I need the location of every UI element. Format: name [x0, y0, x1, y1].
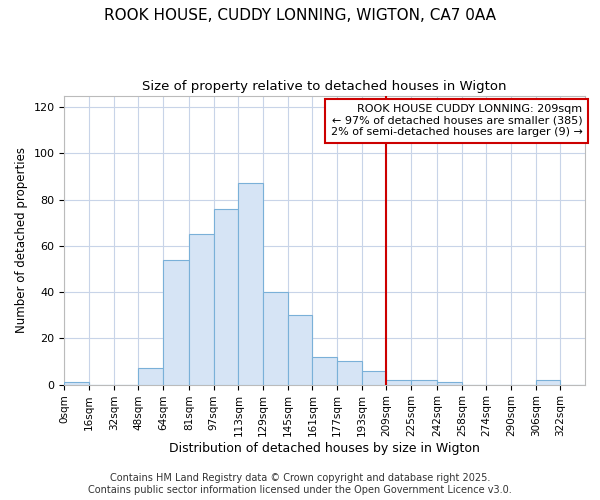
Bar	[411, 380, 437, 384]
Bar	[263, 292, 288, 384]
Text: Contains HM Land Registry data © Crown copyright and database right 2025.
Contai: Contains HM Land Registry data © Crown c…	[88, 474, 512, 495]
Text: ROOK HOUSE CUDDY LONNING: 209sqm
← 97% of detached houses are smaller (385)
2% o: ROOK HOUSE CUDDY LONNING: 209sqm ← 97% o…	[331, 104, 583, 138]
Bar	[437, 382, 462, 384]
X-axis label: Distribution of detached houses by size in Wigton: Distribution of detached houses by size …	[169, 442, 480, 455]
Bar	[238, 184, 263, 384]
Text: ROOK HOUSE, CUDDY LONNING, WIGTON, CA7 0AA: ROOK HOUSE, CUDDY LONNING, WIGTON, CA7 0…	[104, 8, 496, 22]
Title: Size of property relative to detached houses in Wigton: Size of property relative to detached ho…	[142, 80, 507, 93]
Bar	[536, 380, 560, 384]
Bar	[189, 234, 214, 384]
Y-axis label: Number of detached properties: Number of detached properties	[15, 147, 28, 333]
Bar	[214, 209, 238, 384]
Bar	[163, 260, 189, 384]
Bar	[362, 370, 386, 384]
Bar	[313, 357, 337, 384]
Bar	[139, 368, 163, 384]
Bar	[386, 380, 411, 384]
Bar	[337, 362, 362, 384]
Bar	[64, 382, 89, 384]
Bar	[288, 315, 313, 384]
